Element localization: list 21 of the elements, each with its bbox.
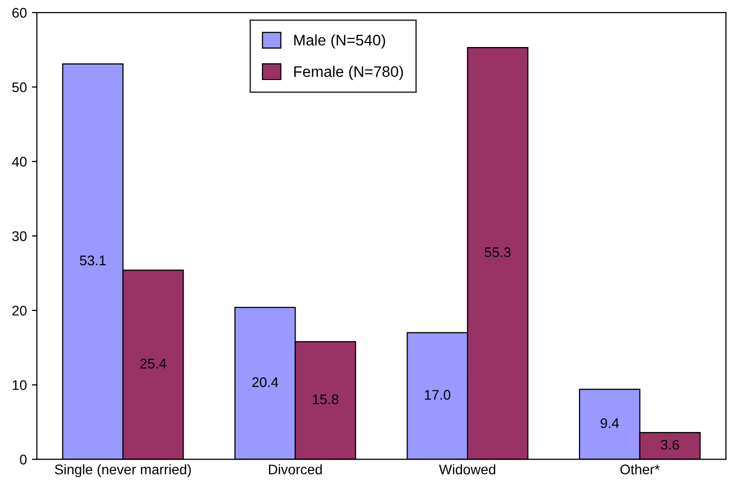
legend-label: Female (N=780) xyxy=(294,66,403,80)
y-tick-label: 40 xyxy=(12,156,27,167)
y-tick-label: 50 xyxy=(12,82,27,92)
legend-label: Male (N=540) xyxy=(294,34,386,49)
x-tick-label: Divorced xyxy=(269,464,322,474)
data-label: 25.4 xyxy=(140,358,166,368)
y-tick-label: 30 xyxy=(12,231,27,242)
x-tick-label: Single (never married) xyxy=(54,464,191,478)
data-label: 9.4 xyxy=(600,418,619,428)
x-tick-label: Widowed xyxy=(439,464,496,474)
y-tick-label: 0 xyxy=(20,454,27,464)
data-label: 15.8 xyxy=(312,394,338,404)
data-label: 53.1 xyxy=(80,256,106,266)
x-tick-label: Other* xyxy=(620,464,660,474)
y-tick-label: 20 xyxy=(12,306,27,316)
y-tick-label: 60 xyxy=(12,8,27,18)
data-label: 17.0 xyxy=(424,390,450,400)
data-label: 20.4 xyxy=(252,377,278,388)
data-label: 55.3 xyxy=(484,247,511,258)
y-tick-label: 10 xyxy=(12,380,27,390)
data-label: 3.6 xyxy=(660,440,679,450)
